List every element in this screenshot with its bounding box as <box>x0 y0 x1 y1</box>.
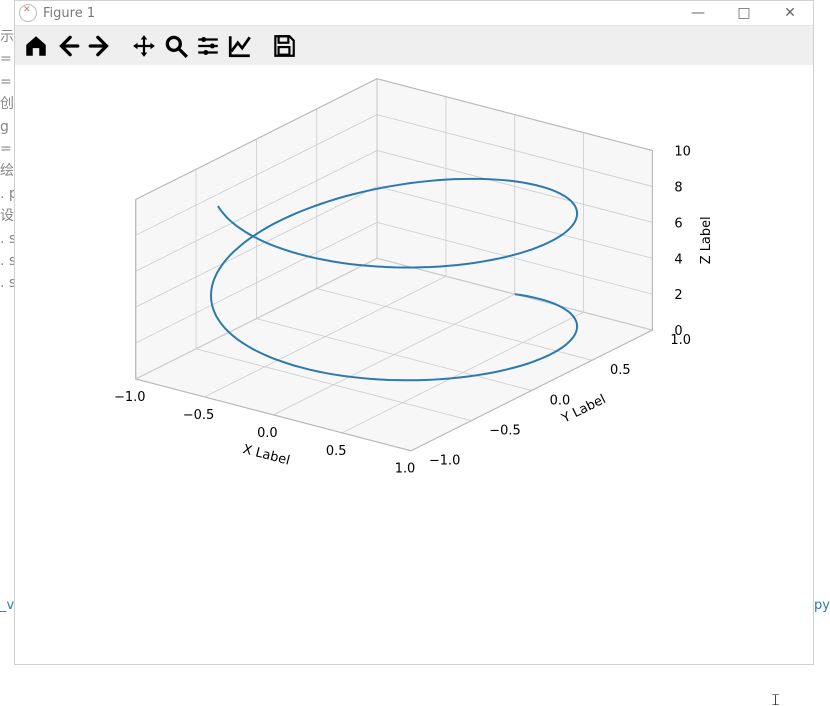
sliders-icon <box>195 33 221 59</box>
svg-text:0.0: 0.0 <box>257 426 278 441</box>
minimize-button[interactable]: — <box>675 5 721 21</box>
code-fragment-bottom-left: _v <box>0 598 14 613</box>
svg-text:Z Label: Z Label <box>699 216 714 264</box>
home-icon <box>23 33 49 59</box>
code-fragment-bottom-right: py <box>814 598 830 613</box>
svg-text:0: 0 <box>674 324 682 339</box>
svg-text:0.0: 0.0 <box>550 393 571 408</box>
svg-text:2: 2 <box>674 288 682 303</box>
pan-button[interactable] <box>129 31 159 61</box>
zoom-icon <box>163 33 189 59</box>
plot-canvas[interactable]: 3D Line Plot−1.0−0.50.00.51.0−1.0−0.50.0… <box>15 65 813 664</box>
code-fragment-left: 示==创g=绘. p设. s. s. s <box>0 22 14 666</box>
app-icon <box>19 4 37 22</box>
svg-text:1.0: 1.0 <box>395 462 416 477</box>
title-bar[interactable]: Figure 1 — □ ✕ <box>15 1 813 26</box>
svg-text:4: 4 <box>674 252 682 267</box>
forward-button[interactable] <box>85 31 115 61</box>
svg-text:8: 8 <box>674 180 682 195</box>
svg-text:−1.0: −1.0 <box>429 454 460 469</box>
move-icon <box>131 33 157 59</box>
svg-text:−1.0: −1.0 <box>114 390 145 405</box>
svg-text:0.5: 0.5 <box>610 363 631 378</box>
svg-text:−0.5: −0.5 <box>183 408 214 423</box>
save-icon <box>271 33 297 59</box>
svg-text:0.5: 0.5 <box>326 444 347 459</box>
arrow-right-icon <box>87 33 113 59</box>
text-cursor-icon: 𝙸 <box>770 690 781 706</box>
back-button[interactable] <box>53 31 83 61</box>
zoom-button[interactable] <box>161 31 191 61</box>
save-button[interactable] <box>269 31 299 61</box>
toolbar <box>15 26 813 67</box>
svg-text:X Label: X Label <box>241 442 291 469</box>
edit-axes-button[interactable] <box>225 31 255 61</box>
home-button[interactable] <box>21 31 51 61</box>
plot-svg: 3D Line Plot−1.0−0.50.00.51.0−1.0−0.50.0… <box>15 65 813 664</box>
maximize-button[interactable]: □ <box>721 5 767 21</box>
configure-subplots-button[interactable] <box>193 31 223 61</box>
arrow-left-icon <box>55 33 81 59</box>
screen: 示==创g=绘. p设. s. s. s _v py Figure 1 — □ … <box>0 0 830 706</box>
svg-text:6: 6 <box>674 216 682 231</box>
svg-text:10: 10 <box>674 145 690 160</box>
svg-text:−0.5: −0.5 <box>489 424 520 439</box>
chart-icon <box>227 33 253 59</box>
figure-window: Figure 1 — □ ✕ <box>14 0 814 665</box>
window-title: Figure 1 <box>43 6 675 21</box>
close-button[interactable]: ✕ <box>767 5 813 21</box>
